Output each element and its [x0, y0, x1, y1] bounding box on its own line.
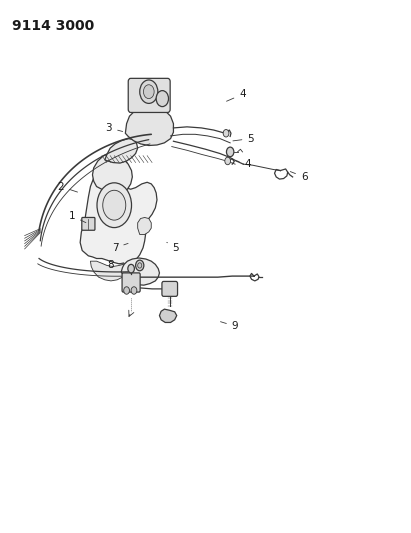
Text: 4: 4 — [226, 90, 246, 101]
Circle shape — [131, 287, 137, 294]
Polygon shape — [138, 217, 151, 235]
Circle shape — [136, 260, 144, 271]
Polygon shape — [125, 107, 173, 146]
Circle shape — [138, 263, 142, 268]
Text: 2: 2 — [58, 182, 78, 192]
Circle shape — [97, 183, 132, 228]
Text: 5: 5 — [233, 134, 254, 143]
Circle shape — [156, 91, 169, 107]
Polygon shape — [92, 154, 132, 195]
Circle shape — [143, 85, 154, 99]
Text: 6: 6 — [290, 172, 307, 182]
Polygon shape — [159, 309, 177, 322]
Text: 5: 5 — [167, 243, 179, 253]
Circle shape — [226, 147, 234, 157]
Text: 4: 4 — [235, 159, 251, 168]
FancyBboxPatch shape — [122, 273, 140, 292]
Text: 1: 1 — [69, 211, 86, 223]
Text: 9: 9 — [220, 321, 238, 331]
Circle shape — [128, 264, 134, 273]
Circle shape — [225, 157, 231, 165]
Circle shape — [103, 190, 126, 220]
Circle shape — [223, 130, 229, 137]
Text: 3: 3 — [106, 123, 122, 133]
Polygon shape — [80, 160, 157, 264]
Polygon shape — [105, 139, 138, 163]
Text: 8: 8 — [107, 261, 124, 270]
Circle shape — [124, 287, 129, 294]
FancyBboxPatch shape — [82, 217, 95, 230]
Text: 7: 7 — [112, 243, 128, 253]
Polygon shape — [121, 258, 159, 285]
Circle shape — [140, 80, 158, 103]
Text: 9114 3000: 9114 3000 — [12, 19, 95, 33]
FancyBboxPatch shape — [128, 78, 170, 112]
Polygon shape — [90, 261, 130, 281]
FancyBboxPatch shape — [162, 281, 178, 296]
